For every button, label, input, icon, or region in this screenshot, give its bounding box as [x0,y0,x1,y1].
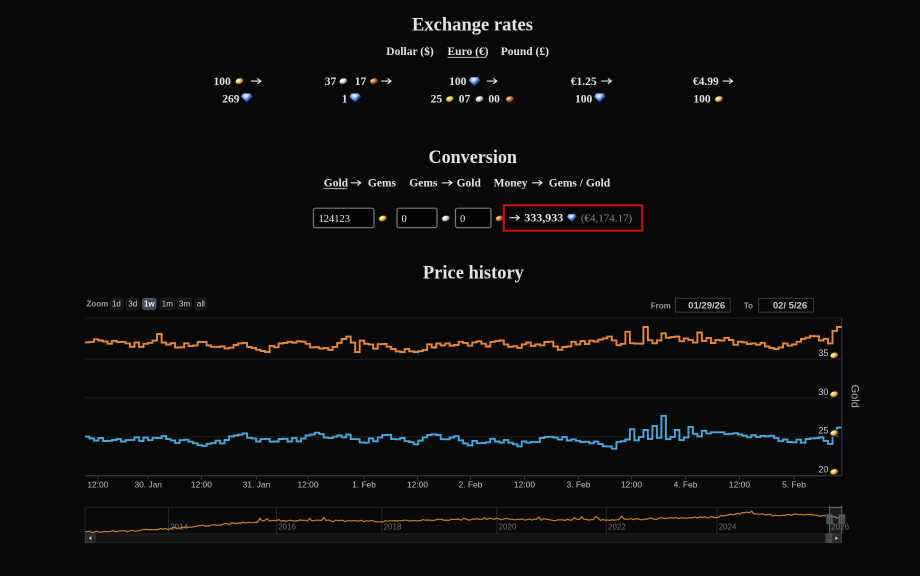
svg-text:4. Feb: 4. Feb [674,480,698,490]
svg-text:1m: 1m [162,299,173,308]
svg-text:5. Feb: 5. Feb [782,480,806,490]
svg-text:124123: 124123 [319,214,351,225]
svg-text:Gems: Gems [549,178,578,190]
svg-text:Euro (€): Euro (€) [448,46,489,58]
svg-text:25: 25 [818,426,828,436]
svg-text:all: all [197,299,205,308]
svg-text:Price history: Price history [423,262,524,283]
svg-text:Exchange rates: Exchange rates [412,14,533,35]
svg-text:Gold: Gold [457,178,482,190]
svg-text:€4.99: €4.99 [693,76,719,88]
svg-text:Gems: Gems [368,178,397,190]
svg-text:€1.25: €1.25 [571,76,597,88]
svg-text:12:00: 12:00 [87,480,108,490]
svg-text:269: 269 [222,94,240,106]
svg-text:100: 100 [693,94,711,106]
svg-text:3m: 3m [179,299,190,308]
svg-text:100: 100 [449,76,467,88]
svg-text:35: 35 [818,348,828,358]
svg-text:Gold: Gold [849,385,861,408]
svg-text:3d: 3d [128,299,137,308]
svg-text:30. Jan: 30. Jan [134,480,162,490]
svg-text:To: To [744,301,753,310]
svg-text:Gold: Gold [324,178,349,190]
svg-text:2022: 2022 [608,523,626,532]
svg-text:2016: 2016 [278,523,296,532]
svg-text:00: 00 [488,94,500,106]
svg-text:31. Jan: 31. Jan [243,480,271,490]
svg-text:17: 17 [355,76,367,88]
svg-text:20: 20 [818,465,828,475]
svg-text:12:00: 12:00 [729,480,750,490]
svg-text:07: 07 [459,94,471,106]
svg-text:333,933: 333,933 [524,211,563,225]
svg-text:Gems: Gems [409,178,438,190]
svg-text:37: 37 [325,76,337,88]
svg-text:2. Feb: 2. Feb [459,480,483,490]
svg-text:01/29/26: 01/29/26 [688,301,725,312]
svg-text:1d: 1d [112,299,121,308]
svg-text:25: 25 [431,94,443,106]
svg-text:02/ 5/26: 02/ 5/26 [773,301,807,312]
svg-text:Zoom: Zoom [87,299,109,308]
svg-text:2018: 2018 [384,523,402,532]
svg-text:/: / [579,178,584,190]
svg-text:100: 100 [213,76,231,88]
svg-text:1: 1 [342,94,348,106]
svg-text:100: 100 [575,94,593,106]
svg-text:Conversion: Conversion [429,147,518,168]
svg-text:12:00: 12:00 [514,480,535,490]
svg-text:12:00: 12:00 [298,480,319,490]
svg-text:(€4,174.17): (€4,174.17) [581,213,633,225]
svg-text:2020: 2020 [499,523,517,532]
svg-text:0: 0 [460,214,465,225]
svg-text:Pound (£): Pound (£) [501,46,549,58]
svg-text:2026: 2026 [831,523,849,532]
svg-text:0: 0 [402,214,407,225]
svg-text:12:00: 12:00 [191,480,212,490]
svg-text:12:00: 12:00 [621,480,642,490]
svg-text:1. Feb: 1. Feb [352,480,376,490]
svg-text:Money: Money [494,178,528,190]
svg-text:Dollar ($): Dollar ($) [386,45,434,58]
svg-text:Gold: Gold [586,178,611,190]
svg-text:30: 30 [818,387,828,397]
svg-text:12:00: 12:00 [407,480,428,490]
svg-text:3. Feb: 3. Feb [567,480,591,490]
svg-text:From: From [651,301,671,310]
svg-text:1w: 1w [144,299,155,308]
svg-text:2014: 2014 [170,523,188,532]
svg-text:2024: 2024 [719,523,737,532]
